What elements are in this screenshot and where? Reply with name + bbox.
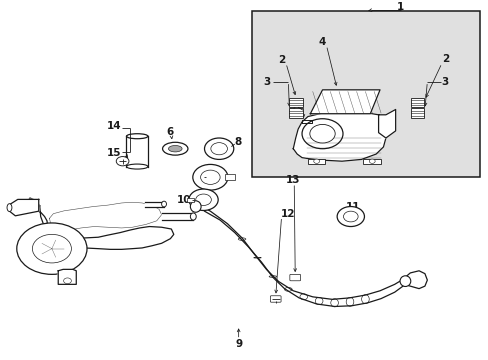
Circle shape: [343, 211, 357, 222]
Circle shape: [313, 159, 319, 163]
Bar: [289, 98, 303, 107]
Circle shape: [204, 138, 233, 159]
Text: 11: 11: [345, 202, 359, 212]
Circle shape: [309, 125, 334, 143]
Polygon shape: [9, 199, 39, 216]
Polygon shape: [161, 213, 193, 220]
Bar: [410, 108, 424, 118]
Ellipse shape: [168, 145, 182, 152]
Text: 5: 5: [287, 102, 295, 112]
Text: 7: 7: [195, 172, 203, 182]
Circle shape: [336, 207, 364, 226]
Circle shape: [32, 234, 71, 263]
Ellipse shape: [126, 164, 148, 169]
Circle shape: [210, 143, 227, 155]
Text: 14: 14: [106, 121, 121, 131]
Circle shape: [195, 194, 211, 206]
Text: 3: 3: [441, 77, 448, 87]
FancyBboxPatch shape: [224, 174, 235, 180]
Circle shape: [368, 159, 374, 163]
FancyBboxPatch shape: [270, 296, 281, 302]
Polygon shape: [144, 202, 163, 207]
Ellipse shape: [162, 142, 187, 155]
Circle shape: [200, 170, 220, 184]
Bar: [363, 159, 380, 164]
Text: 8: 8: [234, 137, 241, 147]
Text: 4: 4: [318, 37, 325, 48]
Text: 2: 2: [441, 54, 448, 64]
Text: 6: 6: [166, 127, 174, 137]
Polygon shape: [404, 271, 427, 289]
Text: 10: 10: [177, 195, 191, 205]
Ellipse shape: [190, 213, 196, 220]
Polygon shape: [27, 198, 173, 249]
Text: 3: 3: [262, 77, 269, 87]
Text: 9: 9: [235, 339, 242, 349]
Circle shape: [302, 119, 342, 149]
Circle shape: [63, 278, 71, 284]
Polygon shape: [58, 269, 76, 284]
Text: 12: 12: [281, 209, 295, 219]
Circle shape: [192, 165, 227, 190]
Ellipse shape: [161, 201, 166, 207]
Bar: [307, 159, 325, 164]
Bar: [251, 11, 479, 177]
Bar: [410, 98, 424, 107]
Polygon shape: [195, 203, 405, 306]
FancyBboxPatch shape: [289, 274, 300, 281]
Circle shape: [116, 157, 129, 166]
Text: 1: 1: [396, 2, 404, 12]
Text: 2: 2: [278, 55, 285, 65]
Ellipse shape: [7, 204, 12, 212]
Ellipse shape: [126, 134, 148, 139]
Bar: [289, 108, 303, 118]
Polygon shape: [310, 90, 379, 114]
Circle shape: [188, 189, 218, 211]
Ellipse shape: [399, 276, 410, 287]
Polygon shape: [126, 136, 148, 167]
Ellipse shape: [190, 201, 201, 212]
Circle shape: [17, 223, 87, 274]
Bar: [186, 198, 193, 202]
Polygon shape: [378, 109, 395, 138]
Text: 15: 15: [106, 148, 121, 158]
Text: 13: 13: [285, 175, 300, 185]
Polygon shape: [293, 111, 385, 161]
